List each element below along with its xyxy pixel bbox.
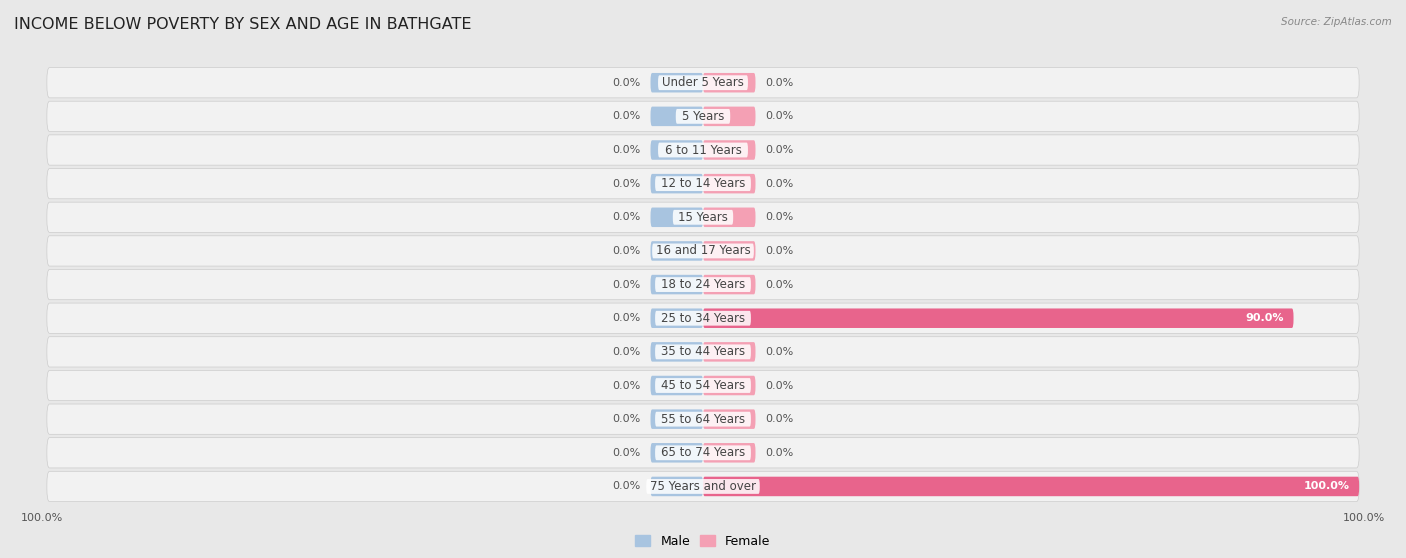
Text: 0.0%: 0.0%	[613, 313, 641, 323]
FancyBboxPatch shape	[46, 371, 1360, 401]
FancyBboxPatch shape	[655, 412, 751, 426]
Text: 0.0%: 0.0%	[765, 212, 793, 222]
FancyBboxPatch shape	[651, 309, 703, 328]
Text: 16 and 17 Years: 16 and 17 Years	[655, 244, 751, 257]
FancyBboxPatch shape	[703, 275, 755, 294]
FancyBboxPatch shape	[651, 275, 703, 294]
FancyBboxPatch shape	[46, 68, 1360, 98]
FancyBboxPatch shape	[673, 210, 733, 225]
FancyBboxPatch shape	[703, 443, 755, 463]
Text: 0.0%: 0.0%	[613, 448, 641, 458]
Text: 0.0%: 0.0%	[765, 414, 793, 424]
FancyBboxPatch shape	[703, 241, 755, 261]
FancyBboxPatch shape	[46, 472, 1360, 502]
Text: 55 to 64 Years: 55 to 64 Years	[661, 413, 745, 426]
FancyBboxPatch shape	[651, 73, 703, 93]
FancyBboxPatch shape	[658, 143, 748, 157]
Text: 45 to 54 Years: 45 to 54 Years	[661, 379, 745, 392]
Text: 12 to 14 Years: 12 to 14 Years	[661, 177, 745, 190]
Text: 0.0%: 0.0%	[765, 78, 793, 88]
Text: 0.0%: 0.0%	[765, 112, 793, 121]
FancyBboxPatch shape	[46, 437, 1360, 468]
Text: 0.0%: 0.0%	[765, 145, 793, 155]
FancyBboxPatch shape	[46, 303, 1360, 333]
Text: 0.0%: 0.0%	[613, 246, 641, 256]
FancyBboxPatch shape	[647, 479, 759, 494]
FancyBboxPatch shape	[46, 336, 1360, 367]
Text: 15 Years: 15 Years	[678, 211, 728, 224]
Text: 0.0%: 0.0%	[765, 246, 793, 256]
FancyBboxPatch shape	[703, 477, 1360, 496]
FancyBboxPatch shape	[703, 107, 755, 126]
FancyBboxPatch shape	[46, 101, 1360, 132]
Text: 75 Years and over: 75 Years and over	[650, 480, 756, 493]
FancyBboxPatch shape	[703, 174, 755, 194]
FancyBboxPatch shape	[651, 174, 703, 194]
Text: Source: ZipAtlas.com: Source: ZipAtlas.com	[1281, 17, 1392, 27]
FancyBboxPatch shape	[651, 241, 703, 261]
FancyBboxPatch shape	[651, 410, 703, 429]
Text: 0.0%: 0.0%	[765, 280, 793, 290]
FancyBboxPatch shape	[655, 378, 751, 393]
FancyBboxPatch shape	[46, 404, 1360, 434]
FancyBboxPatch shape	[676, 109, 730, 124]
Text: 6 to 11 Years: 6 to 11 Years	[665, 143, 741, 156]
Text: 90.0%: 90.0%	[1246, 313, 1284, 323]
Text: 0.0%: 0.0%	[613, 112, 641, 121]
Text: 0.0%: 0.0%	[613, 347, 641, 357]
FancyBboxPatch shape	[655, 311, 751, 326]
Text: 0.0%: 0.0%	[613, 280, 641, 290]
Text: Under 5 Years: Under 5 Years	[662, 76, 744, 89]
FancyBboxPatch shape	[703, 140, 755, 160]
FancyBboxPatch shape	[651, 443, 703, 463]
FancyBboxPatch shape	[703, 410, 755, 429]
Text: 0.0%: 0.0%	[613, 179, 641, 189]
Text: 18 to 24 Years: 18 to 24 Years	[661, 278, 745, 291]
Text: 35 to 44 Years: 35 to 44 Years	[661, 345, 745, 358]
FancyBboxPatch shape	[655, 445, 751, 460]
Text: 0.0%: 0.0%	[765, 347, 793, 357]
FancyBboxPatch shape	[652, 243, 754, 258]
Text: 0.0%: 0.0%	[613, 212, 641, 222]
FancyBboxPatch shape	[655, 176, 751, 191]
FancyBboxPatch shape	[46, 202, 1360, 233]
FancyBboxPatch shape	[655, 277, 751, 292]
Text: 0.0%: 0.0%	[765, 381, 793, 391]
FancyBboxPatch shape	[703, 376, 755, 395]
FancyBboxPatch shape	[703, 73, 755, 93]
FancyBboxPatch shape	[703, 309, 1294, 328]
Text: 25 to 34 Years: 25 to 34 Years	[661, 312, 745, 325]
FancyBboxPatch shape	[651, 342, 703, 362]
FancyBboxPatch shape	[703, 208, 755, 227]
Text: 65 to 74 Years: 65 to 74 Years	[661, 446, 745, 459]
Text: 0.0%: 0.0%	[613, 145, 641, 155]
FancyBboxPatch shape	[46, 135, 1360, 165]
Text: 0.0%: 0.0%	[613, 482, 641, 492]
FancyBboxPatch shape	[651, 140, 703, 160]
FancyBboxPatch shape	[651, 107, 703, 126]
FancyBboxPatch shape	[46, 169, 1360, 199]
FancyBboxPatch shape	[46, 270, 1360, 300]
Legend: Male, Female: Male, Female	[630, 530, 776, 553]
FancyBboxPatch shape	[651, 477, 703, 496]
FancyBboxPatch shape	[651, 376, 703, 395]
Text: 5 Years: 5 Years	[682, 110, 724, 123]
Text: INCOME BELOW POVERTY BY SEX AND AGE IN BATHGATE: INCOME BELOW POVERTY BY SEX AND AGE IN B…	[14, 17, 471, 32]
FancyBboxPatch shape	[658, 75, 748, 90]
Text: 100.0%: 100.0%	[1343, 513, 1385, 523]
Text: 100.0%: 100.0%	[1303, 482, 1350, 492]
FancyBboxPatch shape	[703, 342, 755, 362]
Text: 0.0%: 0.0%	[765, 179, 793, 189]
Text: 0.0%: 0.0%	[613, 381, 641, 391]
Text: 0.0%: 0.0%	[613, 78, 641, 88]
FancyBboxPatch shape	[651, 208, 703, 227]
Text: 0.0%: 0.0%	[765, 448, 793, 458]
Text: 100.0%: 100.0%	[21, 513, 63, 523]
FancyBboxPatch shape	[655, 344, 751, 359]
FancyBboxPatch shape	[46, 236, 1360, 266]
Text: 0.0%: 0.0%	[613, 414, 641, 424]
